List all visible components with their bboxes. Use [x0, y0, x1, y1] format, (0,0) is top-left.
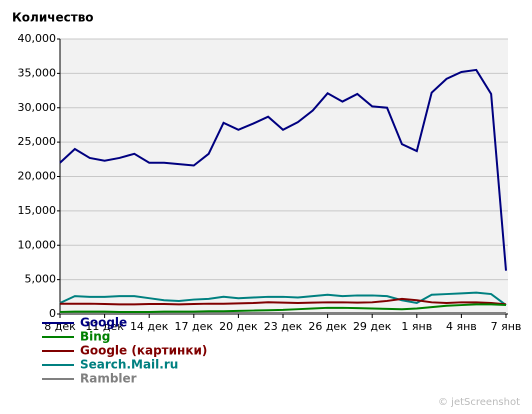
legend-label: Rambler	[80, 372, 137, 386]
y-tick-label: 10,000	[18, 238, 57, 251]
x-tick-label: 17 дек	[175, 320, 214, 333]
y-tick-label: 5,000	[25, 273, 57, 286]
y-tick-label: 30,000	[18, 101, 57, 114]
x-tick-label: 23 дек	[264, 320, 303, 333]
chart-title: Количество	[12, 11, 94, 25]
y-tick-label: 40,000	[18, 32, 57, 45]
y-tick-label: 35,000	[18, 66, 57, 79]
x-tick-label: 1 янв	[401, 320, 432, 333]
series-line	[59, 303, 507, 313]
x-tick-label: 8 дек	[44, 320, 76, 333]
x-tick-label: 14 дек	[130, 320, 169, 333]
legend-label: Google (картинки)	[80, 344, 207, 358]
x-tick-label: 7 янв	[491, 320, 522, 333]
x-tick-label: 4 янв	[446, 320, 477, 333]
x-tick-label: 11 дек	[85, 320, 124, 333]
y-tick-label: 15,000	[18, 204, 57, 217]
series-line	[60, 297, 507, 306]
series-line	[59, 68, 507, 271]
x-tick-label: 26 дек	[308, 320, 347, 333]
legend-label: Bing	[80, 330, 110, 344]
legend-label: Google	[80, 316, 127, 330]
legend-label: Search.Mail.ru	[80, 358, 178, 372]
y-tick-label: 20,000	[18, 170, 57, 183]
series-line	[59, 291, 507, 306]
x-tick-label: 29 дек	[353, 320, 392, 333]
y-tick-label: 25,000	[18, 135, 57, 148]
x-tick-label: 20 дек	[219, 320, 258, 333]
y-tick-label: 0	[49, 307, 56, 320]
watermark: © jetScreenshot	[438, 397, 520, 408]
